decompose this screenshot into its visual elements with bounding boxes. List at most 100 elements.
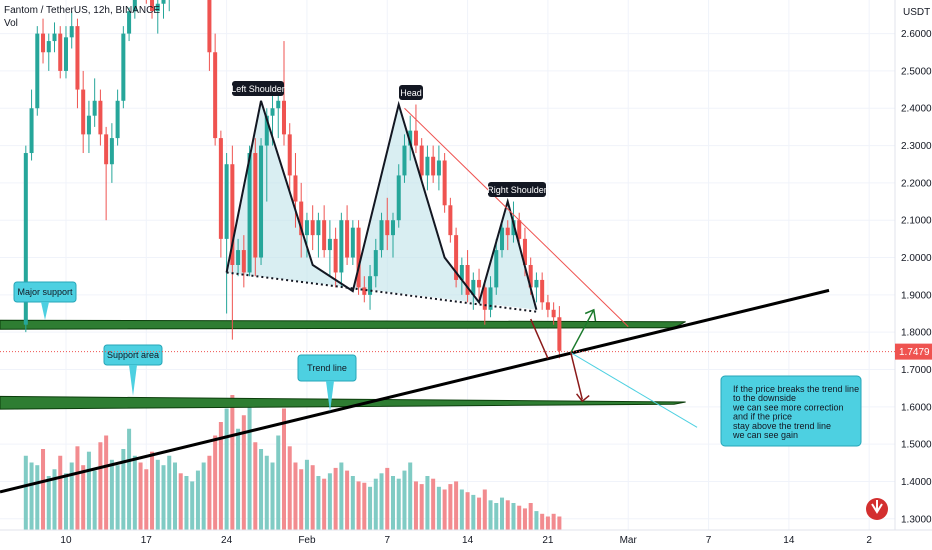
- price-tick-label: 2.1000: [901, 216, 932, 227]
- candle-body: [339, 220, 344, 273]
- candle-body: [442, 160, 447, 206]
- volume-bar: [195, 470, 200, 530]
- candle-body: [488, 287, 493, 310]
- candle-body: [259, 145, 264, 258]
- trend-drawings: [0, 100, 830, 494]
- volume-bar: [213, 435, 218, 530]
- volume-bar: [236, 428, 241, 530]
- candle-body: [121, 33, 126, 101]
- note-box: [720, 375, 862, 447]
- volume-bar: [488, 500, 493, 530]
- volume-bar: [505, 500, 510, 530]
- candle-body: [35, 33, 40, 109]
- candle-body: [368, 276, 373, 295]
- candle-body: [81, 89, 86, 135]
- trend-line: [0, 288, 830, 494]
- pattern-label-box: [399, 85, 423, 100]
- candle-body: [522, 238, 527, 265]
- price-tick-label: 2.0000: [901, 253, 932, 264]
- candle-body: [75, 26, 80, 90]
- volume-bar: [459, 489, 464, 530]
- volume-bar: [63, 473, 68, 530]
- candle-body: [29, 108, 34, 154]
- candle-body: [46, 41, 51, 53]
- candle-body: [224, 164, 229, 239]
- volume-bar: [144, 469, 149, 530]
- volume-bar: [287, 446, 292, 530]
- price-axis-bg: [895, 0, 932, 550]
- time-tick-label: 14: [462, 535, 474, 546]
- volume-bar: [333, 467, 338, 530]
- note-line: we can see more correction: [732, 402, 844, 412]
- candle-body: [362, 287, 367, 295]
- candle-body: [150, 0, 155, 12]
- head-shoulders-outline: [225, 100, 538, 311]
- volume-bar: [81, 465, 86, 530]
- volume-bar: [396, 478, 401, 530]
- candle-body: [465, 265, 470, 295]
- candle-body: [528, 265, 533, 288]
- candle-body: [448, 205, 453, 236]
- candlestick-series: [23, 0, 562, 359]
- arrow-down-head: [576, 393, 590, 403]
- note-line: If the price breaks the trend line: [733, 384, 859, 394]
- time-tick-label: 7: [706, 535, 712, 546]
- candle-body: [545, 302, 550, 310]
- candle-body: [127, 11, 132, 34]
- time-tick-label: 10: [60, 535, 72, 546]
- volume-bar: [253, 442, 258, 530]
- volume-bar: [224, 408, 229, 530]
- volume-bar: [190, 481, 195, 530]
- candle-body: [247, 153, 252, 273]
- support-area-zone: [0, 395, 686, 410]
- candle-body: [396, 175, 401, 221]
- volume-bar: [368, 486, 373, 530]
- callout-text: Major support: [17, 287, 73, 297]
- candle-body: [425, 156, 430, 176]
- candle-body: [132, 0, 137, 12]
- volume-bar: [98, 442, 103, 530]
- volume-bar: [276, 435, 281, 530]
- volume-bar: [109, 459, 114, 530]
- volume-bar: [471, 494, 476, 530]
- candle-body: [494, 250, 499, 288]
- arrow-up-head: [584, 308, 597, 322]
- arrow-up-green: [570, 309, 595, 354]
- pattern-label-box: [232, 81, 284, 96]
- arrow-down-red: [570, 352, 584, 400]
- candle-body: [557, 317, 562, 351]
- symbol-title[interactable]: Fantom / TetherUS, 12h, BINANCE: [4, 5, 160, 16]
- time-axis[interactable]: 10 17 24 Feb 7 14 21 Mar 7 14 2: [0, 529, 932, 546]
- candle-body: [52, 33, 57, 42]
- volume-bar: [390, 476, 396, 530]
- callout-pointer: [570, 352, 698, 428]
- volume-bar: [264, 455, 269, 530]
- candle-body: [213, 52, 218, 139]
- candle-body: [104, 134, 109, 165]
- price-tick-label: 1.8000: [901, 328, 932, 339]
- volume-bar: [419, 484, 424, 530]
- candle-body: [327, 238, 332, 251]
- candle-body: [115, 100, 120, 139]
- candle-body: [86, 115, 91, 135]
- volume-bar: [540, 513, 545, 530]
- volume-bars: [23, 395, 562, 530]
- volume-bar: [431, 478, 436, 530]
- candle-body: [436, 160, 441, 176]
- note-line: and if the price: [733, 412, 792, 422]
- candle-body: [207, 0, 212, 53]
- pattern-label-box: [488, 182, 546, 197]
- volume-bar: [132, 455, 137, 530]
- volume-bar: [259, 449, 264, 530]
- volume-bar: [29, 462, 34, 530]
- candle-body: [413, 130, 418, 146]
- volume-bar: [241, 415, 246, 530]
- price-tick-label: 2.6000: [901, 29, 932, 40]
- candle-body: [310, 220, 315, 236]
- candle-body: [471, 279, 476, 295]
- candle-body: [253, 153, 258, 258]
- volume-legend[interactable]: Vol: [4, 18, 18, 29]
- volume-bar: [46, 476, 51, 530]
